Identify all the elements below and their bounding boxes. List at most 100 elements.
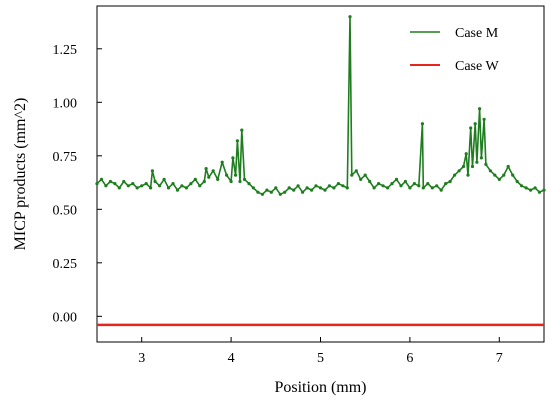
data-point bbox=[464, 152, 468, 156]
legend: Case M Case W bbox=[410, 26, 499, 74]
data-point bbox=[175, 188, 180, 192]
data-point bbox=[314, 184, 318, 188]
legend-entry: Case W bbox=[455, 59, 499, 74]
data-point bbox=[478, 107, 482, 111]
data-point bbox=[104, 184, 108, 188]
x-axis-label: Position (mm) bbox=[274, 379, 366, 396]
data-point bbox=[386, 186, 390, 190]
data-point bbox=[537, 190, 542, 194]
data-point bbox=[113, 182, 117, 186]
data-point bbox=[372, 186, 376, 190]
data-point bbox=[126, 184, 130, 188]
data-point bbox=[412, 182, 416, 186]
data-point bbox=[225, 173, 229, 177]
data-point bbox=[283, 190, 287, 194]
data-point bbox=[251, 186, 255, 190]
data-point bbox=[457, 169, 461, 173]
data-point bbox=[524, 186, 528, 190]
y-tick-label: 0.00 bbox=[53, 310, 78, 325]
data-point bbox=[202, 179, 206, 184]
data-point bbox=[274, 186, 278, 190]
data-point bbox=[158, 184, 162, 188]
data-point bbox=[420, 122, 424, 126]
data-point bbox=[506, 164, 510, 169]
data-point bbox=[363, 173, 367, 177]
data-point bbox=[144, 182, 148, 186]
x-tick-label: 7 bbox=[496, 351, 503, 366]
data-point bbox=[482, 117, 486, 121]
y-tick-label: 0.25 bbox=[53, 257, 78, 272]
data-point bbox=[399, 184, 403, 188]
data-point bbox=[332, 186, 336, 190]
data-point bbox=[515, 179, 519, 184]
data-point bbox=[269, 190, 273, 194]
data-point bbox=[359, 177, 363, 181]
y-tick-label: 0.75 bbox=[53, 150, 78, 165]
data-point bbox=[475, 160, 479, 164]
data-point bbox=[533, 186, 537, 190]
x-tick-label: 5 bbox=[317, 351, 324, 366]
data-point bbox=[171, 182, 175, 186]
data-point bbox=[117, 186, 121, 190]
data-point bbox=[502, 173, 506, 177]
legend-entry: Case M bbox=[455, 26, 499, 41]
data-point bbox=[444, 182, 448, 186]
data-point bbox=[162, 177, 166, 181]
data-point bbox=[469, 126, 473, 130]
data-point bbox=[473, 122, 477, 126]
data-point bbox=[421, 186, 425, 190]
data-point bbox=[235, 139, 239, 143]
data-point bbox=[240, 128, 244, 132]
data-point bbox=[479, 156, 483, 160]
data-point bbox=[204, 167, 208, 171]
data-point bbox=[470, 164, 475, 169]
data-point bbox=[341, 184, 345, 188]
data-point bbox=[265, 188, 269, 192]
data-point bbox=[381, 184, 385, 188]
data-point bbox=[180, 184, 184, 188]
series-line-case-m bbox=[96, 15, 545, 196]
data-point bbox=[95, 182, 99, 186]
data-point bbox=[390, 182, 394, 186]
data-point bbox=[238, 179, 242, 184]
data-point bbox=[220, 160, 224, 164]
data-point bbox=[439, 188, 443, 192]
plot-frame bbox=[96, 5, 545, 343]
data-point bbox=[260, 192, 264, 196]
data-point bbox=[493, 173, 497, 177]
data-point bbox=[394, 177, 399, 181]
data-point bbox=[350, 173, 354, 177]
data-point bbox=[368, 179, 372, 184]
data-point bbox=[345, 186, 349, 190]
data-point bbox=[453, 173, 457, 177]
y-tick-label: 0.50 bbox=[53, 203, 78, 218]
x-tick-label: 6 bbox=[406, 351, 413, 366]
data-point bbox=[466, 173, 470, 177]
data-point bbox=[497, 177, 501, 181]
x-tick-label: 3 bbox=[138, 351, 145, 366]
data-point bbox=[520, 184, 524, 188]
data-point bbox=[150, 169, 154, 173]
data-point bbox=[189, 182, 193, 186]
data-point bbox=[417, 184, 421, 188]
data-point bbox=[336, 182, 340, 186]
data-point bbox=[511, 173, 515, 177]
data-point bbox=[301, 190, 305, 194]
y-tick-label: 1.25 bbox=[53, 43, 78, 58]
data-point bbox=[135, 186, 139, 190]
data-point bbox=[292, 188, 296, 192]
data-point bbox=[435, 184, 439, 188]
data-point bbox=[256, 190, 260, 194]
data-point bbox=[310, 188, 314, 192]
y-axis-label: MICP products (mm^2) bbox=[12, 98, 29, 251]
data-point bbox=[430, 186, 434, 190]
series-layer bbox=[95, 15, 546, 327]
data-point bbox=[140, 184, 144, 188]
ticks-layer: 3 4 5 6 7 0.00 0.25 0.50 0.75 1.00 1.25 bbox=[53, 43, 503, 366]
data-point bbox=[166, 186, 171, 190]
data-point bbox=[184, 186, 188, 190]
data-point bbox=[216, 177, 220, 181]
data-point bbox=[149, 186, 153, 190]
data-point bbox=[488, 169, 492, 173]
y-tick-label: 1.00 bbox=[53, 96, 78, 111]
